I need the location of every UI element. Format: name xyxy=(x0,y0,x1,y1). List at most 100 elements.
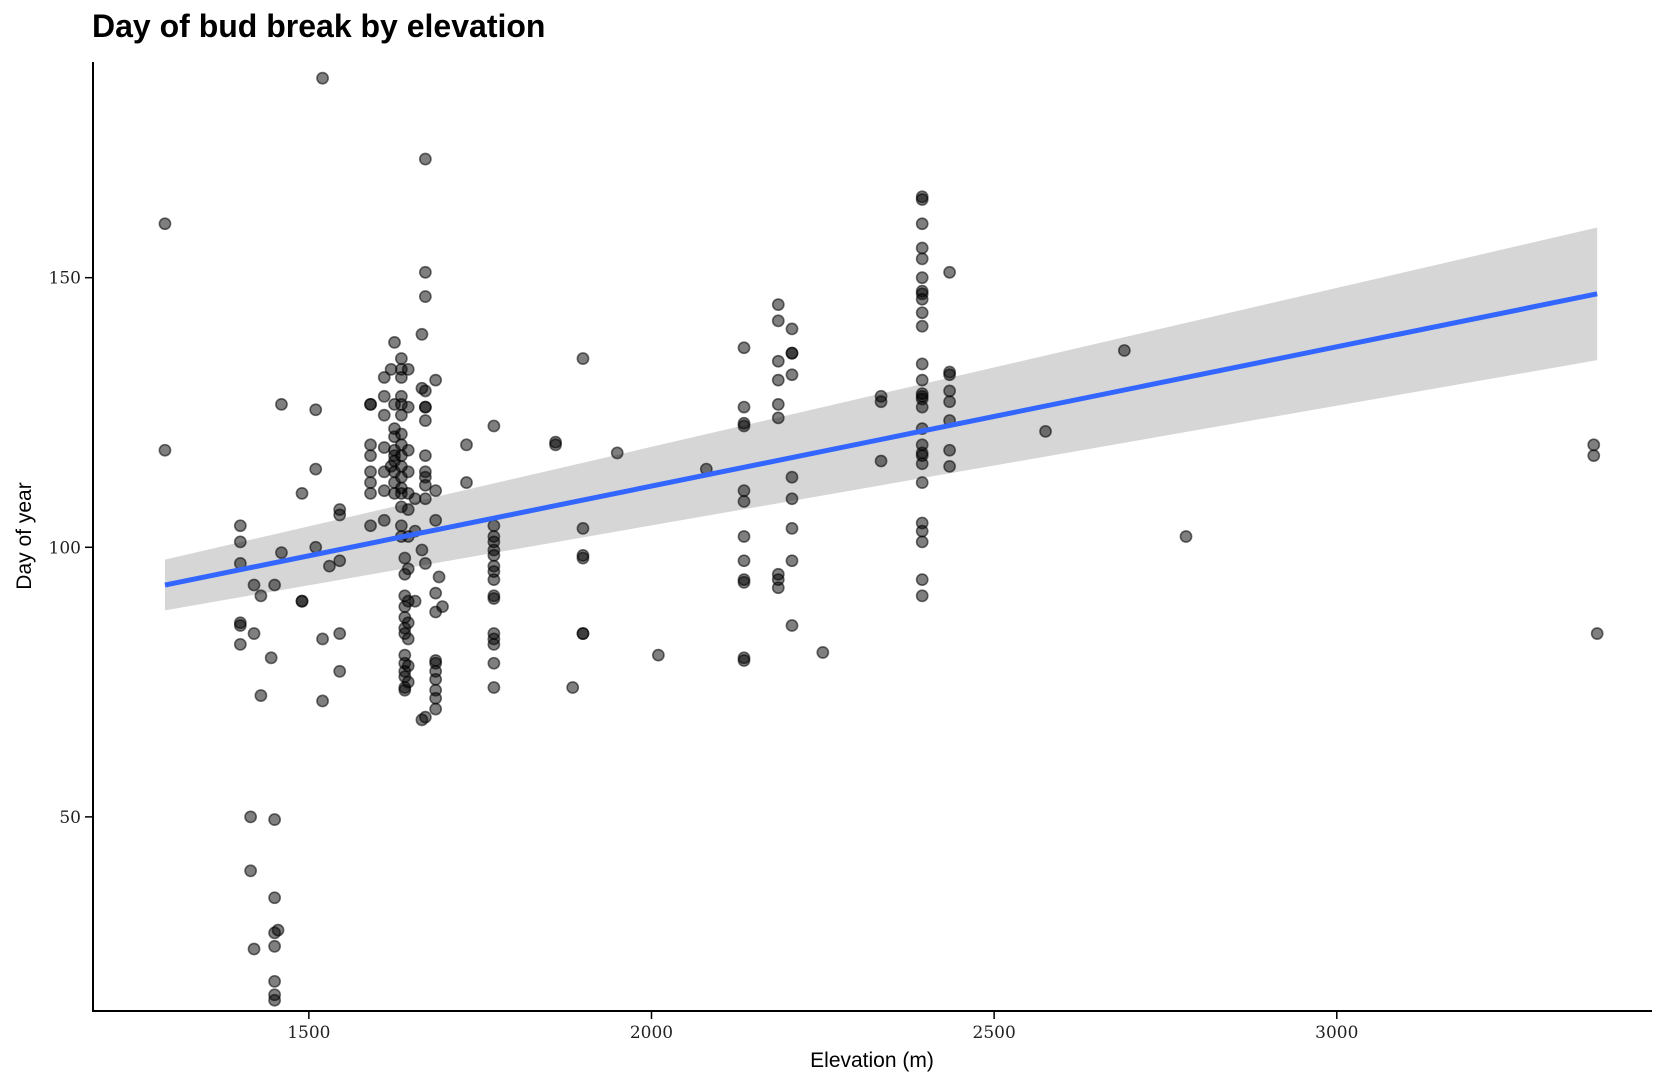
data-point xyxy=(418,384,432,398)
data-point xyxy=(785,619,799,632)
data-point xyxy=(816,646,830,659)
data-point xyxy=(275,546,288,560)
data-point xyxy=(316,71,329,85)
data-point xyxy=(771,354,785,368)
data-point xyxy=(429,586,443,600)
data-point xyxy=(943,460,956,473)
data-point xyxy=(576,522,590,535)
data-point xyxy=(254,689,268,702)
data-point xyxy=(377,408,391,422)
data-point xyxy=(394,427,408,441)
data-point xyxy=(771,373,785,387)
data-point xyxy=(1587,449,1601,463)
data-point xyxy=(364,486,377,500)
data-point xyxy=(233,637,247,651)
data-point xyxy=(487,573,501,587)
data-point xyxy=(943,395,956,409)
data-point xyxy=(158,217,172,231)
data-point xyxy=(388,335,401,349)
data-point xyxy=(333,508,347,522)
data-point xyxy=(333,554,347,568)
data-point xyxy=(610,446,624,460)
data-point xyxy=(432,570,446,584)
data-point xyxy=(915,252,929,266)
data-point xyxy=(487,681,501,694)
data-point xyxy=(785,554,799,568)
data-point xyxy=(418,400,432,414)
data-point xyxy=(268,891,281,905)
data-point xyxy=(785,470,799,484)
data-point xyxy=(915,373,929,387)
chart-title: Day of bud break by elevation xyxy=(92,8,545,44)
data-point xyxy=(460,438,473,452)
data-point xyxy=(415,543,429,557)
data-point xyxy=(487,548,501,562)
data-point xyxy=(268,939,281,953)
data-point xyxy=(316,632,329,646)
data-point xyxy=(1179,530,1193,543)
data-point xyxy=(436,600,449,613)
data-point xyxy=(271,923,285,937)
x-axis-label: Elevation (m) xyxy=(810,1049,934,1072)
data-point xyxy=(247,578,261,592)
data-point xyxy=(418,152,432,166)
data-point xyxy=(737,530,751,543)
data-point xyxy=(233,619,247,632)
data-point xyxy=(418,710,432,724)
data-point xyxy=(874,454,888,468)
data-point xyxy=(418,557,432,570)
data-point xyxy=(487,592,501,605)
regression-line xyxy=(164,291,1598,588)
data-point xyxy=(377,389,391,403)
data-point xyxy=(401,562,415,576)
data-point xyxy=(915,306,929,320)
data-point xyxy=(254,589,268,603)
data-point xyxy=(915,524,929,538)
data-point xyxy=(771,581,785,595)
data-point xyxy=(1039,424,1052,438)
data-point xyxy=(275,397,288,411)
data-point xyxy=(1587,438,1601,452)
data-point xyxy=(295,594,309,608)
x-tick-label: 2000 xyxy=(630,1023,673,1043)
data-point xyxy=(737,495,751,508)
data-point xyxy=(915,217,929,231)
data-point xyxy=(785,368,799,382)
data-point xyxy=(487,519,501,533)
data-point xyxy=(785,492,799,506)
data-point xyxy=(333,627,347,640)
data-point xyxy=(915,457,929,471)
data-point xyxy=(418,478,432,492)
x-tick-label: 3000 xyxy=(1315,1023,1358,1043)
y-tick-label: 100 xyxy=(49,538,81,558)
data-point xyxy=(401,465,415,479)
data-point xyxy=(415,327,429,341)
data-point xyxy=(737,575,751,589)
data-point xyxy=(364,465,377,479)
data-point xyxy=(377,513,391,527)
data-point xyxy=(295,486,309,500)
data-point xyxy=(244,864,258,878)
data-point xyxy=(323,559,336,573)
data-point xyxy=(943,443,956,457)
data-point xyxy=(364,449,377,463)
data-point xyxy=(418,290,432,303)
data-point xyxy=(377,484,391,498)
data-point xyxy=(364,519,377,533)
data-point xyxy=(418,449,432,463)
data-point xyxy=(268,578,281,592)
x-tick-label: 2500 xyxy=(973,1023,1016,1043)
y-ticks: 50 100 150 xyxy=(49,269,93,828)
data-point xyxy=(943,384,956,398)
data-point xyxy=(915,193,929,206)
data-point xyxy=(158,443,172,457)
data-point xyxy=(771,397,785,411)
data-point xyxy=(737,419,751,433)
data-point xyxy=(915,241,929,255)
data-point xyxy=(915,292,929,306)
data-point xyxy=(576,627,590,640)
data-point xyxy=(244,810,258,824)
y-tick-label: 150 xyxy=(49,269,81,289)
data-point xyxy=(264,651,278,665)
